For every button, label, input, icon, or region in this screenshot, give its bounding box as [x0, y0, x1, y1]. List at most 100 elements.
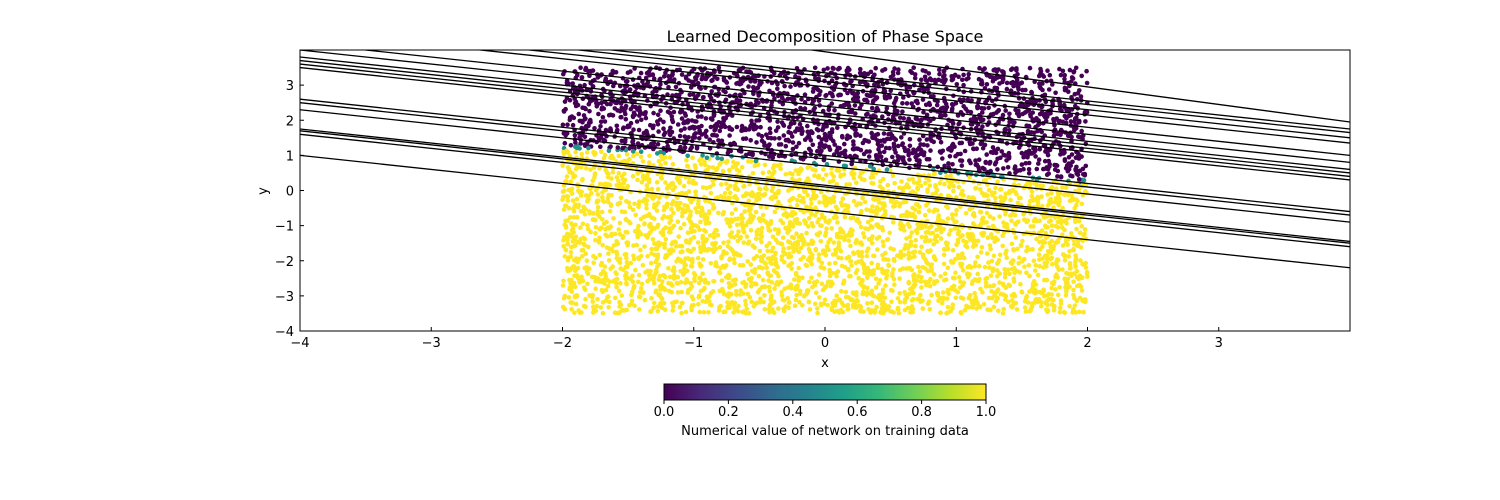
scatter-point [719, 182, 724, 187]
scatter-point [931, 254, 937, 259]
scatter-point [672, 268, 677, 274]
scatter-point [650, 237, 656, 242]
scatter-point [1058, 132, 1063, 137]
scatter-point [614, 175, 620, 180]
scatter-point [945, 304, 951, 310]
scatter-point [571, 230, 576, 235]
scatter-point [965, 97, 971, 102]
scatter-point [661, 74, 667, 79]
scatter-point [812, 173, 817, 178]
scatter-point [1073, 155, 1079, 160]
scatter-point [822, 215, 827, 221]
scatter-point [986, 105, 991, 111]
scatter-point [682, 126, 687, 131]
scatter-point [754, 232, 760, 237]
scatter-point [977, 65, 982, 71]
scatter-point [633, 212, 638, 218]
scatter-point [731, 302, 737, 308]
scatter-point [722, 191, 728, 196]
scatter-point [767, 88, 772, 94]
scatter-point [602, 119, 608, 124]
scatter-point [1037, 146, 1043, 152]
scatter-point [931, 272, 937, 277]
scatter-point [744, 234, 750, 239]
scatter-point [757, 264, 763, 270]
scatter-point [1046, 87, 1052, 92]
scatter-point [780, 101, 786, 107]
scatter-point [1017, 255, 1022, 260]
scatter-point [593, 286, 598, 292]
scatter-point [1074, 226, 1079, 232]
scatter-point [922, 238, 928, 244]
scatter-point [588, 229, 593, 235]
scatter-point [973, 158, 978, 163]
scatter-point [890, 154, 895, 160]
scatter-point [661, 151, 666, 156]
scatter-point [995, 167, 1000, 172]
scatter-point [926, 299, 932, 305]
scatter-point [716, 210, 721, 216]
scatter-point [783, 172, 789, 177]
scatter-point [670, 283, 675, 288]
scatter-point [1065, 276, 1071, 282]
scatter-point [729, 127, 735, 132]
scatter-point [762, 293, 767, 298]
scatter-point [942, 163, 947, 169]
scatter-point [1042, 240, 1048, 245]
scatter-point [959, 163, 965, 168]
scatter-point [969, 122, 975, 127]
scatter-point [861, 151, 867, 157]
scatter-point [662, 130, 668, 135]
scatter-point [726, 305, 732, 310]
scatter-point [647, 160, 652, 165]
scatter-point [861, 264, 867, 269]
scatter-point [717, 269, 722, 275]
scatter-point [855, 90, 861, 96]
scatter-point [975, 254, 980, 260]
scatter-point [1076, 177, 1082, 182]
scatter-point [694, 209, 700, 215]
scatter-point [870, 135, 876, 141]
scatter-point [1016, 108, 1021, 114]
scatter-point [606, 112, 612, 118]
scatter-point [1049, 184, 1055, 190]
scatter-point [759, 239, 764, 245]
scatter-point [701, 228, 707, 233]
scatter-point [583, 106, 588, 112]
scatter-point [897, 276, 902, 281]
scatter-point [885, 237, 890, 242]
scatter-point [706, 310, 711, 315]
scatter-point [974, 306, 979, 311]
scatter-point [883, 209, 888, 214]
scatter-point [968, 231, 974, 237]
scatter-point [670, 119, 676, 125]
scatter-point [662, 255, 668, 260]
scatter-point [685, 163, 691, 169]
scatter-point [799, 97, 804, 102]
scatter-point [860, 231, 866, 236]
scatter-point [746, 84, 751, 89]
scatter-point [687, 126, 692, 131]
scatter-point [998, 199, 1004, 204]
scatter-point [632, 66, 637, 71]
scatter-point [820, 287, 826, 293]
scatter-point [911, 180, 917, 185]
scatter-point [901, 95, 906, 100]
scatter-point [1062, 276, 1067, 282]
scatter-point [1071, 279, 1076, 285]
scatter-point [997, 252, 1003, 258]
scatter-point [582, 236, 588, 242]
scatter-point [937, 149, 943, 154]
scatter-point [764, 132, 769, 137]
scatter-point [1047, 164, 1052, 169]
scatter-point [983, 177, 989, 183]
scatter-point [645, 80, 651, 85]
scatter-point [1062, 258, 1068, 263]
scatter-point [623, 229, 629, 235]
scatter-point [571, 280, 577, 286]
scatter-point [931, 242, 936, 247]
scatter-point [561, 278, 566, 284]
scatter-point [856, 276, 861, 281]
scatter-point [1013, 235, 1019, 240]
scatter-point [805, 176, 811, 181]
